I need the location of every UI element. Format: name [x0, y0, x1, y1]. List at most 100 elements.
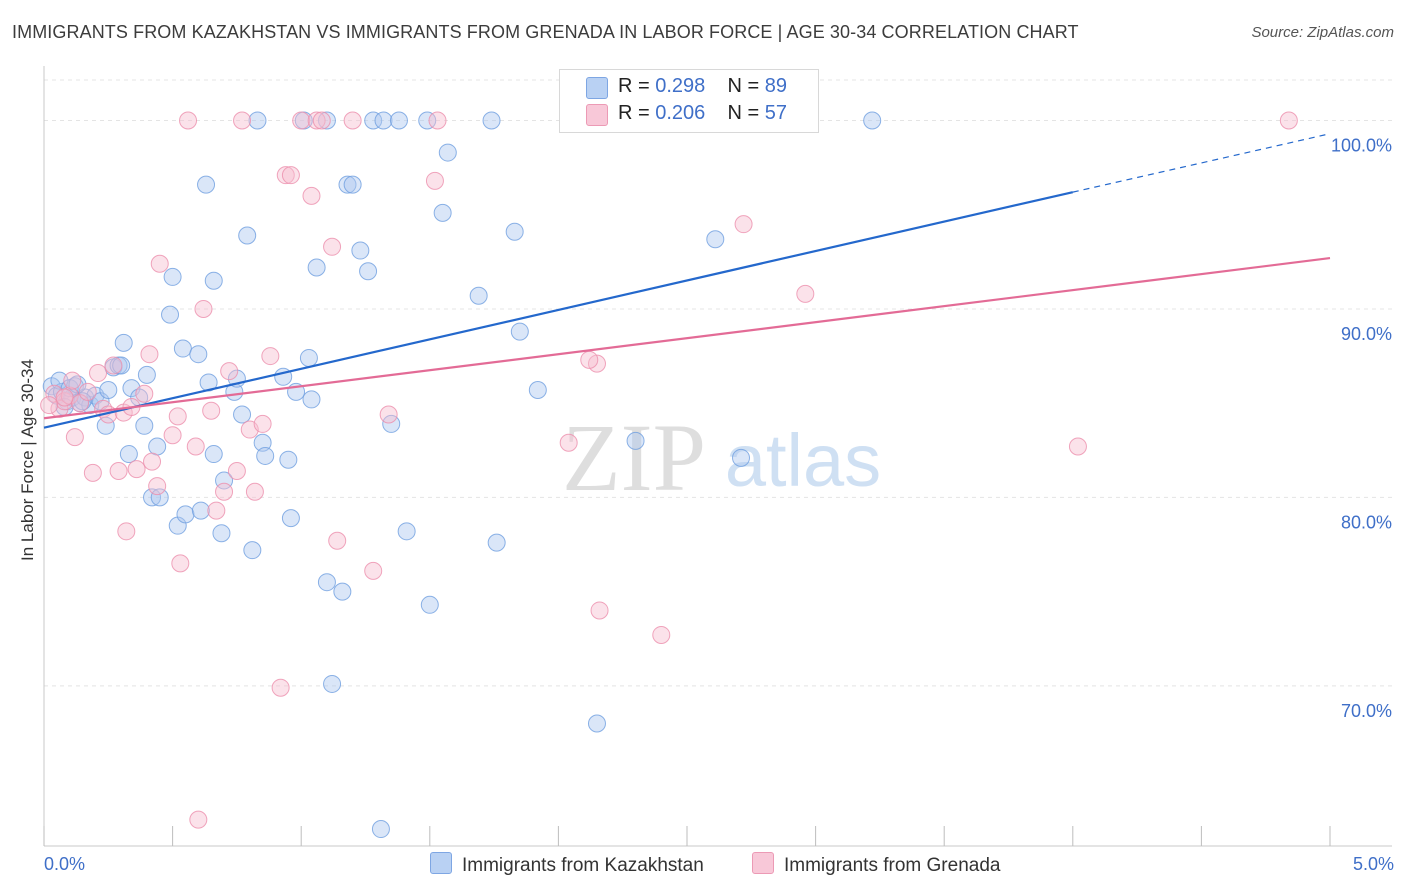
kazakhstan-point: [191, 501, 210, 520]
kazakhstan-point: [112, 356, 131, 375]
x-tick-label-max: 5.0%: [1353, 854, 1394, 874]
kazakhstan-point: [374, 111, 393, 130]
grenada-point: [78, 382, 97, 401]
legend-r-label: R =: [618, 75, 650, 97]
legend-n-label: N =: [727, 102, 760, 124]
kazakhstan-point: [204, 271, 223, 290]
grenada-point: [207, 501, 226, 520]
kazakhstan-point: [197, 175, 216, 194]
kazakhstan-point: [732, 448, 751, 467]
kazakhstan-point: [189, 345, 208, 364]
grenada-point: [245, 482, 264, 501]
watermark-zip: ZIP: [562, 404, 706, 511]
grenada-point: [171, 554, 190, 573]
grenada-point: [233, 111, 252, 130]
kazakhstan-point: [150, 488, 169, 507]
grenada-point: [65, 428, 84, 447]
grenada-point: [1279, 111, 1298, 130]
kazakhstan-point: [299, 348, 318, 367]
kazakhstan-point: [253, 433, 272, 452]
grenada-point: [63, 371, 82, 390]
kazakhstan-point: [487, 533, 506, 552]
grenada-point: [227, 462, 246, 481]
kazakhstan-point: [135, 416, 154, 435]
bottom-legend-grenada: Immigrants from Grenada: [752, 852, 1000, 876]
grenada-point: [55, 388, 74, 407]
grenada-point: [328, 531, 347, 550]
grenada-point: [261, 347, 280, 366]
bottom-legend-label-grenada: Immigrants from Grenada: [784, 855, 1001, 876]
grenada-point: [302, 186, 321, 205]
grenada-point: [150, 254, 169, 273]
kazakhstan-point: [161, 305, 180, 324]
kazakhstan-point: [528, 380, 547, 399]
grenada-point: [271, 678, 290, 697]
grenada-point: [104, 356, 123, 375]
kazakhstan-point: [863, 111, 882, 130]
kazakhstan-point: [163, 267, 182, 286]
legend-n-label: N =: [727, 75, 760, 97]
legend-swatch-grenada: [586, 104, 608, 126]
chart-title: IMMIGRANTS FROM KAZAKHSTAN VS IMMIGRANTS…: [12, 22, 1079, 42]
grenada-point: [253, 414, 272, 433]
source-label: Source: ZipAtlas.com: [1251, 24, 1394, 41]
watermark: ZIP atlas: [562, 404, 881, 511]
grenada-point: [40, 396, 59, 415]
grenada-point: [734, 215, 753, 234]
y-tick-label-80: 80.0%: [1341, 512, 1392, 532]
tick-labels: 70.0% 80.0% 90.0% 100.0% 0.0% 5.0%: [44, 136, 1394, 874]
grenada-point: [55, 392, 74, 411]
kazakhstan-point: [307, 258, 326, 277]
legend-r-value-kazakhstan: 0.298: [655, 75, 706, 97]
kazakhstan-point: [397, 522, 416, 541]
grenada-point: [425, 171, 444, 190]
legend-n-value-grenada: 57: [764, 102, 788, 124]
series-kazakhstan-points: [42, 111, 882, 839]
y-tick-label-90: 90.0%: [1341, 324, 1392, 344]
kazakhstan-point: [505, 222, 524, 241]
kazakhstan-point: [281, 509, 300, 528]
y-tick-label-70: 70.0%: [1341, 701, 1392, 721]
grenada-point: [140, 345, 159, 364]
kazakhstan-point: [317, 573, 336, 592]
watermark-atlas: atlas: [725, 419, 881, 502]
grenada-point: [428, 111, 447, 130]
grenada-point: [364, 561, 383, 580]
grenada-point: [215, 482, 234, 501]
grenada-point: [163, 426, 182, 445]
grenada-point: [590, 601, 609, 620]
kazakhstan-point: [204, 445, 223, 464]
grenada-point: [117, 522, 136, 541]
grenada-point: [109, 462, 128, 481]
kazakhstan-point: [323, 674, 342, 693]
kazakhstan-point: [433, 203, 452, 222]
trend-lines: [43, 133, 1331, 429]
grenada-point: [307, 111, 326, 130]
legend-r-value-grenada: 0.206: [655, 102, 706, 124]
legend-swatch-kazakhstan: [586, 77, 608, 99]
grenada-point: [323, 237, 342, 256]
grenada-point: [343, 111, 362, 130]
grenada-point: [312, 111, 331, 130]
kazakhstan-point: [438, 143, 457, 162]
kazakhstan-point: [418, 111, 437, 130]
kazakhstan-point: [137, 365, 156, 384]
kazakhstan-point: [279, 450, 298, 469]
kazakhstan-point: [173, 339, 192, 358]
grenada-point: [1068, 437, 1087, 456]
axes: [43, 66, 1392, 847]
grenada-point: [168, 407, 187, 426]
kazakhstan-point: [343, 175, 362, 194]
grenada-point: [179, 111, 198, 130]
kazakhstan-point: [114, 333, 133, 352]
grenada-point: [135, 384, 154, 403]
bottom-legend-swatch-grenada: [752, 852, 774, 874]
kazakhstan-point: [359, 262, 378, 281]
grenada-point: [379, 405, 398, 424]
legend-n-value-kazakhstan: 89: [764, 75, 788, 97]
kazakhstan-point: [587, 714, 606, 733]
kazakhstan-point: [248, 111, 267, 130]
y-tick-label-100: 100.0%: [1331, 136, 1392, 156]
kazakhstan-trend-extension: [1072, 133, 1331, 193]
grenada-point: [292, 111, 311, 130]
